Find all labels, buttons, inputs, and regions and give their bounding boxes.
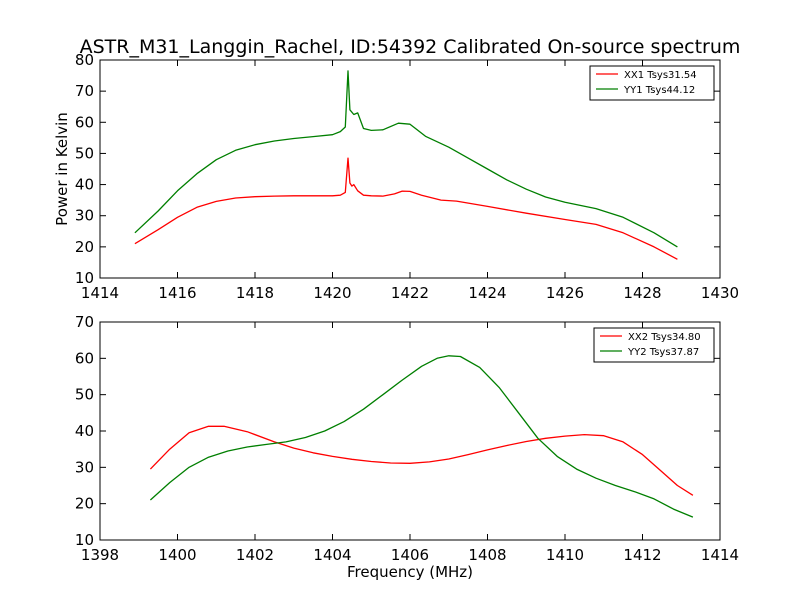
x-tick-label: 1424 <box>468 284 506 302</box>
y-tick-label: 60 <box>75 113 94 131</box>
x-tick-label: 1418 <box>236 284 274 302</box>
legend-label: YY1 Tsys44.12 <box>623 85 695 96</box>
top-panel: 1414 1416 1418 1420 1422 1424 1426 1428 1430 10 20… <box>53 51 739 302</box>
y-axis-label: Power in Kelvin <box>53 112 71 226</box>
y-tick-label: 30 <box>75 207 94 225</box>
x-tick-label: 1426 <box>546 284 584 302</box>
x-tick-label: 1422 <box>391 284 429 302</box>
y-tick-label: 30 <box>75 458 94 476</box>
y-tick-label: 10 <box>75 531 94 549</box>
legend-box <box>593 327 715 363</box>
x-tick-label: 1404 <box>313 546 351 564</box>
y-tick-label: 20 <box>75 238 94 256</box>
y-tick-label: 80 <box>75 51 94 69</box>
bottom-panel: 1398 1400 1402 1404 1406 1408 1410 1412 1414 10 20… <box>75 313 739 581</box>
series-line-2 <box>149 355 694 518</box>
legend: XX2 Tsys34.80 YY2 Tsys37.87 <box>593 327 715 363</box>
y-tick-label: 20 <box>75 495 94 513</box>
y-tick-label: 50 <box>75 386 94 404</box>
x-tick-label: 1420 <box>313 284 351 302</box>
series-line-1 <box>149 425 694 496</box>
x-tick-label: 1412 <box>623 546 661 564</box>
x-tick-label: 1408 <box>468 546 506 564</box>
y-tick-label: 50 <box>75 144 94 162</box>
y-tick-label: 70 <box>75 82 94 100</box>
x-tick-label: 1406 <box>391 546 429 564</box>
y-tick-label: 70 <box>75 313 94 331</box>
legend-label: XX1 Tsys31.54 <box>624 70 697 81</box>
y-tick-label: 60 <box>75 349 94 367</box>
x-tick-label: 1428 <box>623 284 661 302</box>
legend-label: YY2 Tsys37.87 <box>627 347 699 358</box>
x-tick-label: 1398 <box>81 546 119 564</box>
legend-box <box>589 65 715 101</box>
x-tick-label: 1402 <box>236 546 274 564</box>
x-tick-label: 1400 <box>158 546 196 564</box>
legend: XX1 Tsys31.54 YY1 Tsys44.12 <box>589 65 715 101</box>
x-tick-label: 1414 <box>81 284 119 302</box>
y-tick-label: 40 <box>75 176 94 194</box>
figure-title: ASTR_M31_Langgin_Rachel, ID:54392 Calibr… <box>80 36 741 58</box>
x-tick-label: 1416 <box>158 284 196 302</box>
series-line-1 <box>134 157 678 260</box>
x-axis-label: Frequency (MHz) <box>347 563 473 581</box>
series-line-2 <box>134 70 678 248</box>
x-tick-label: 1410 <box>546 546 584 564</box>
x-tick-label: 1414 <box>701 546 739 564</box>
x-tick-label: 1430 <box>701 284 739 302</box>
legend-label: XX2 Tsys34.80 <box>628 332 701 343</box>
y-tick-label: 10 <box>75 269 94 287</box>
y-tick-label: 40 <box>75 422 94 440</box>
